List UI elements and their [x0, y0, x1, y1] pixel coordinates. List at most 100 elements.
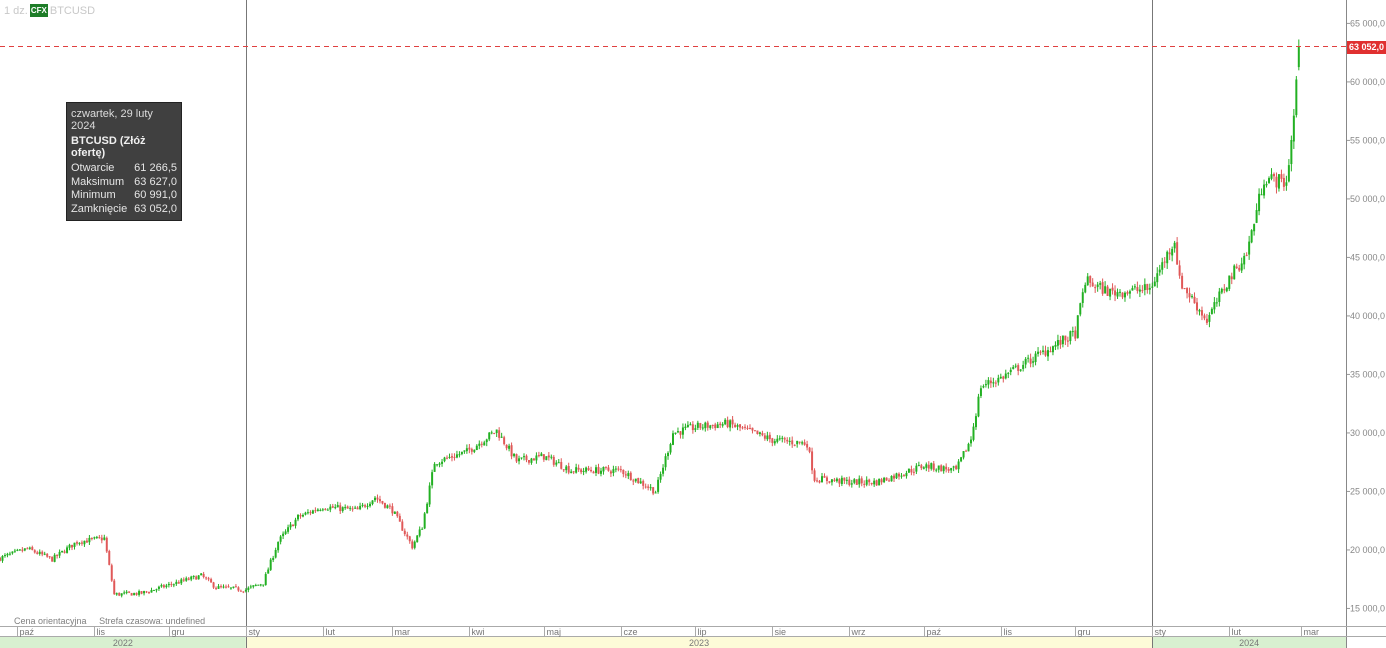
candle-body [912, 471, 915, 473]
candle-body [684, 426, 687, 428]
candle-body [1158, 269, 1161, 273]
candle-body [950, 468, 953, 471]
candle-body [237, 587, 240, 591]
candle-body [383, 502, 386, 508]
candle-body [642, 480, 645, 486]
candle-body [130, 593, 133, 596]
x-tick-label: cze [624, 627, 638, 637]
candle-body [408, 536, 411, 542]
candle-body [823, 475, 826, 478]
candle-body [369, 503, 372, 507]
candle-body [667, 452, 670, 457]
x-tick-label: gru [172, 627, 185, 637]
candle-body [331, 506, 334, 508]
candle-body [366, 505, 369, 507]
candle-body [510, 445, 513, 457]
candle-body [433, 463, 436, 472]
candle-body [321, 509, 324, 511]
candle-body [1061, 335, 1064, 345]
y-tick-label: 50 000,0 [1350, 194, 1385, 204]
candle-body [917, 464, 920, 466]
candle-body [1019, 369, 1022, 371]
candle-body [567, 465, 570, 473]
candle-body [897, 473, 900, 477]
candle-body [128, 591, 131, 593]
candle-body [505, 444, 508, 449]
candle-body [788, 440, 791, 442]
candle-body [1121, 292, 1124, 298]
candle-body [349, 507, 352, 509]
candle-body [830, 479, 833, 483]
candle-body [1081, 292, 1084, 304]
candle-body [1148, 287, 1151, 290]
candle-body [910, 469, 913, 473]
candle-body [1094, 287, 1097, 289]
candle-body [1114, 290, 1117, 296]
candle-body [252, 585, 255, 587]
candle-body [540, 453, 543, 457]
candle-body [627, 473, 630, 477]
candle-body [80, 542, 83, 544]
candle-body [1099, 283, 1102, 285]
candle-body [448, 456, 451, 458]
candle-body [441, 461, 444, 464]
candle-body [907, 468, 910, 473]
candle-body [416, 535, 419, 543]
candle-body [483, 442, 486, 446]
candle-body [821, 476, 824, 483]
candle-body [532, 458, 535, 461]
candle-body [1002, 376, 1005, 379]
candle-body [527, 459, 530, 463]
candle-body [180, 579, 183, 584]
candle-body [602, 466, 605, 472]
candle-body [1017, 365, 1020, 371]
candle-body [1195, 302, 1198, 311]
candle-body [937, 465, 940, 470]
candle-body [878, 478, 881, 486]
symbol-label[interactable]: BTCUSD [49, 4, 96, 17]
candle-body [992, 382, 995, 384]
candle-body [1163, 261, 1166, 263]
candle-body [920, 465, 923, 469]
candle-body [227, 586, 230, 588]
candle-body [1220, 288, 1223, 293]
candle-body [748, 428, 751, 430]
candle-body [264, 574, 267, 585]
interval-label[interactable]: 1 dz. [4, 4, 28, 17]
candle-body [1029, 358, 1032, 364]
candle-body [324, 508, 327, 510]
candle-body [480, 443, 483, 445]
candle-body [1218, 291, 1221, 303]
candle-body [793, 444, 796, 446]
candle-body [326, 509, 329, 511]
candle-body [31, 547, 34, 550]
candle-body [979, 388, 982, 396]
candle-body [758, 432, 761, 434]
candle-body [853, 479, 856, 483]
candle-body [783, 438, 786, 440]
candle-body [773, 441, 776, 444]
candle-body [818, 480, 821, 483]
candle-body [336, 505, 339, 508]
y-tick-label: 65 000,0 [1350, 18, 1385, 28]
x-axis: paź lis gru sty lut mar kwi maj cze lip sie wrz paź l… [0, 626, 1386, 637]
candle-body [1277, 174, 1280, 189]
candle-body [157, 586, 160, 589]
candle-body [207, 578, 210, 580]
candle-body [704, 422, 707, 429]
timezone-note: Strefa czasowa: undefined [99, 616, 206, 626]
candle-body [1012, 366, 1015, 369]
candle-body [3, 555, 6, 557]
candle-body [1044, 350, 1047, 356]
y-tick-label: 30 000,0 [1350, 428, 1385, 438]
candle-body [344, 507, 347, 509]
tooltip-date: czwartek, 29 luty 2024 [71, 108, 153, 132]
candle-body [56, 554, 59, 557]
candle-body [662, 467, 665, 474]
candle-body [1079, 303, 1082, 315]
candle-body [513, 453, 516, 457]
candle-body [729, 420, 732, 428]
candle-body [202, 573, 205, 578]
candle-body [1290, 140, 1293, 165]
